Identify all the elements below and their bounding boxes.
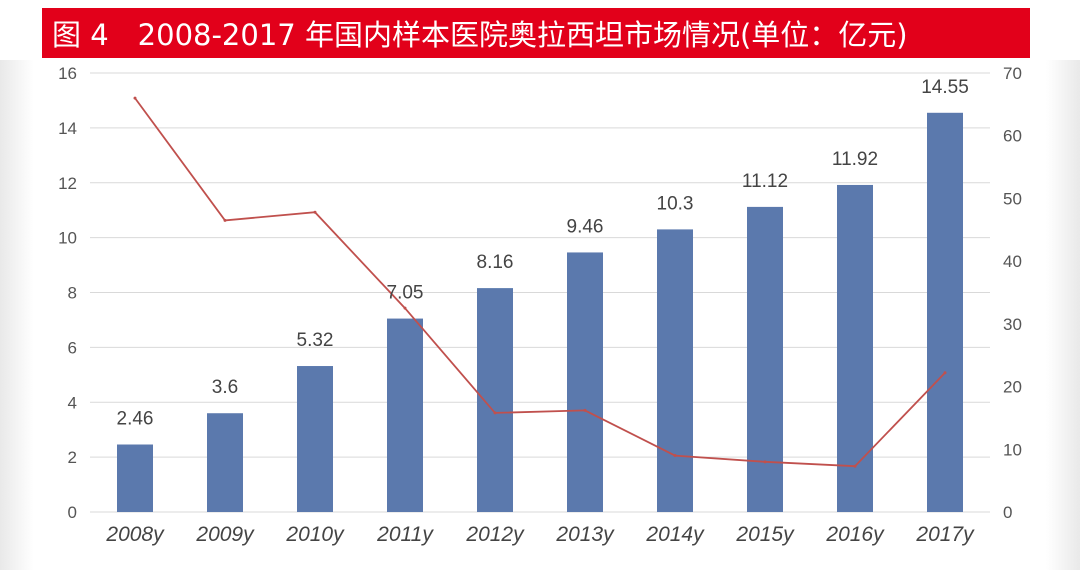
x-tick-label: 2014y [645,523,705,546]
bar-2009y [207,413,243,512]
line-point [853,464,857,468]
line-series [134,97,946,468]
line-point [583,408,587,412]
y-left-tick-label: 16 [58,64,77,83]
bar-2016y [837,184,873,512]
y-left-tick-label: 8 [68,284,77,303]
right-shadow [1046,60,1080,570]
bar-2008y [117,444,153,512]
x-tick-label: 2012y [465,523,525,546]
y-right-tick-label: 50 [1003,189,1022,208]
line-point [223,218,227,222]
bar-2011y [387,318,423,512]
y-left-tick-label: 6 [68,338,77,357]
left-shadow [0,60,34,570]
y-left-tick-label: 0 [68,503,77,522]
y-right-tick-label: 10 [1003,440,1022,459]
data-label: 7.05 [387,283,424,304]
data-label: 3.6 [212,377,238,398]
data-label: 5.32 [297,330,334,351]
line-point [493,411,497,415]
data-label: 11.92 [832,149,878,170]
y-left-tick-label: 4 [68,393,77,412]
bar-2012y [477,288,513,512]
bar-2013y [567,252,603,512]
data-label: 9.46 [567,216,604,237]
data-label: 11.12 [742,171,788,192]
bar-2010y [297,366,333,512]
y-left-tick-label: 2 [68,448,77,467]
y-left-tick-label: 12 [58,174,77,193]
bar-2015y [747,206,783,512]
y-right-tick-label: 60 [1003,127,1022,146]
x-tick-label: 2017y [915,523,975,546]
x-tick-label: 2016y [825,523,885,546]
y-left-tick-label: 10 [58,229,77,248]
y-right-tick-label: 20 [1003,378,1022,397]
x-tick-label: 2015y [735,523,795,546]
line-point [673,454,677,458]
x-tick-label: 2010y [285,523,345,546]
bar-2014y [657,229,693,513]
line-point [943,371,947,375]
x-tick-label: 2009y [195,523,255,546]
chart-title: 图 4 2008-2017 年国内样本医院奥拉西坦市场情况(单位：亿元) [52,18,908,52]
y-left-tick-label: 14 [58,119,77,138]
x-tick-label: 2011y [376,523,434,546]
data-label: 10.3 [657,193,694,214]
line-point [763,460,767,464]
data-label: 8.16 [477,252,514,273]
data-label: 14.55 [921,77,969,98]
bar-2017y [927,112,963,513]
x-tick-label: 2008y [105,523,165,546]
line-point [403,306,407,310]
y-right-tick-label: 30 [1003,315,1022,334]
y-right-tick-label: 70 [1003,64,1022,83]
title-bar: 图 4 2008-2017 年国内样本医院奥拉西坦市场情况(单位：亿元) [42,8,1030,58]
line-point [313,210,317,214]
y-right-tick-label: 0 [1003,503,1012,522]
x-tick-label: 2013y [555,523,615,546]
y-right-tick-label: 40 [1003,252,1022,271]
line-point [133,96,137,100]
data-label: 2.46 [117,409,154,430]
